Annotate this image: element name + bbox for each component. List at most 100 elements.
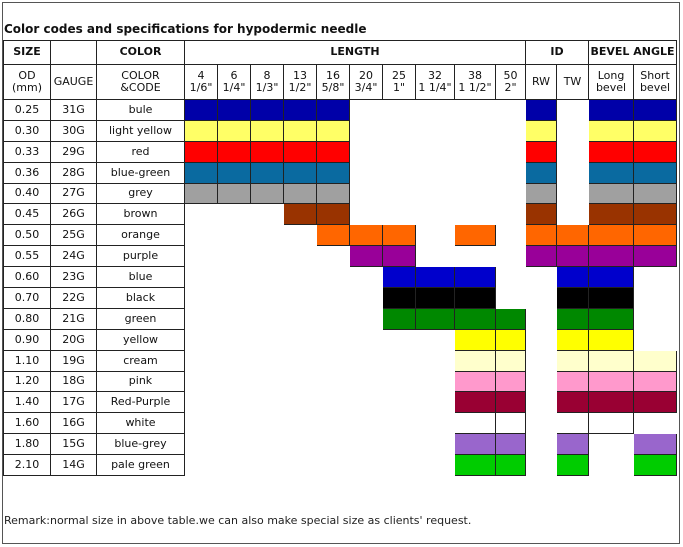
length-swatch — [382, 328, 416, 351]
gauge-cell: 28G — [50, 161, 97, 184]
remark-text: Remark:normal size in above table.we can… — [4, 514, 472, 527]
length-swatch — [415, 370, 455, 393]
color-code-cell: light yellow — [96, 119, 185, 142]
length-swatch — [184, 328, 218, 351]
color-code-cell: blue — [96, 266, 185, 289]
length-swatch — [217, 266, 251, 289]
length-swatch — [283, 266, 317, 289]
length-swatch — [250, 328, 284, 351]
length-swatch — [382, 391, 416, 414]
table-row: 0.70 22G black — [3, 287, 677, 309]
color-code-cell: purple — [96, 245, 185, 268]
length-swatch — [349, 119, 383, 142]
length-swatch — [495, 266, 526, 289]
length-swatch — [316, 245, 350, 268]
header-length-4: 4 1/6" — [184, 64, 218, 100]
length-swatch — [415, 119, 455, 142]
short-bevel-swatch — [633, 349, 677, 372]
length-swatch — [283, 412, 317, 435]
length-swatch — [283, 203, 317, 226]
gauge-cell: 21G — [50, 307, 97, 330]
od-cell: 1.20 — [3, 370, 51, 393]
length-swatch — [415, 182, 455, 205]
header-length-50: 50 2" — [495, 64, 526, 100]
length-swatch — [184, 391, 218, 414]
length-swatch — [349, 433, 383, 456]
length-swatch — [454, 370, 496, 393]
short-bevel-swatch — [633, 119, 677, 142]
od-cell: 2.10 — [3, 454, 51, 477]
header-long-bevel: Long bevel — [588, 64, 634, 100]
long-bevel-swatch — [588, 119, 634, 142]
od-cell: 1.60 — [3, 412, 51, 435]
rw-swatch — [525, 161, 557, 184]
length-swatch — [495, 349, 526, 372]
rw-swatch — [525, 412, 557, 435]
gauge-cell: 20G — [50, 328, 97, 351]
length-swatch — [250, 182, 284, 205]
header-length-20: 20 3/4" — [349, 64, 383, 100]
od-cell: 0.33 — [3, 140, 51, 163]
tw-swatch — [556, 328, 589, 351]
od-cell: 0.50 — [3, 224, 51, 247]
color-code-cell: orange — [96, 224, 185, 247]
header-id: ID — [525, 40, 589, 65]
tw-swatch — [556, 182, 589, 205]
length-swatch — [349, 328, 383, 351]
length-swatch — [349, 245, 383, 268]
length-swatch — [184, 349, 218, 372]
length-swatch — [349, 370, 383, 393]
length-swatch — [495, 454, 526, 477]
tw-swatch — [556, 391, 589, 414]
od-cell: 0.36 — [3, 161, 51, 184]
color-code-cell: red — [96, 140, 185, 163]
od-cell: 1.40 — [3, 391, 51, 414]
length-swatch — [454, 287, 496, 309]
length-swatch — [415, 307, 455, 330]
length-swatch — [382, 119, 416, 142]
length-swatch — [382, 412, 416, 435]
length-swatch — [382, 203, 416, 226]
gauge-cell: 25G — [50, 224, 97, 247]
length-swatch — [250, 433, 284, 456]
short-bevel-swatch — [633, 224, 677, 247]
length-swatch — [283, 99, 317, 121]
length-swatch — [217, 349, 251, 372]
length-swatch — [415, 328, 455, 351]
rw-swatch — [525, 287, 557, 309]
length-swatch — [316, 454, 350, 477]
length-swatch — [349, 287, 383, 309]
length-swatch — [184, 99, 218, 121]
length-swatch — [454, 140, 496, 163]
length-swatch — [283, 245, 317, 268]
length-swatch — [454, 182, 496, 205]
length-swatch — [495, 307, 526, 330]
length-swatch — [316, 266, 350, 289]
gauge-cell: 30G — [50, 119, 97, 142]
length-swatch — [495, 245, 526, 268]
rw-swatch — [525, 224, 557, 247]
length-swatch — [217, 99, 251, 121]
color-code-cell: bule — [96, 99, 185, 121]
length-swatch — [415, 454, 455, 477]
length-swatch — [250, 161, 284, 184]
length-swatch — [454, 119, 496, 142]
table-row: 2.10 14G pale green — [3, 454, 677, 477]
gauge-cell: 15G — [50, 433, 97, 456]
header-color-code: COLOR &CODE — [96, 64, 185, 100]
length-swatch — [316, 287, 350, 309]
short-bevel-swatch — [633, 161, 677, 184]
length-swatch — [316, 349, 350, 372]
length-swatch — [454, 391, 496, 414]
table-row: 0.40 27G grey — [3, 182, 677, 205]
long-bevel-swatch — [588, 203, 634, 226]
length-swatch — [415, 433, 455, 456]
length-swatch — [184, 140, 218, 163]
long-bevel-swatch — [588, 266, 634, 289]
short-bevel-swatch — [633, 182, 677, 205]
length-swatch — [495, 287, 526, 309]
gauge-cell: 31G — [50, 99, 97, 121]
rw-swatch — [525, 370, 557, 393]
short-bevel-swatch — [633, 307, 677, 330]
length-swatch — [454, 161, 496, 184]
